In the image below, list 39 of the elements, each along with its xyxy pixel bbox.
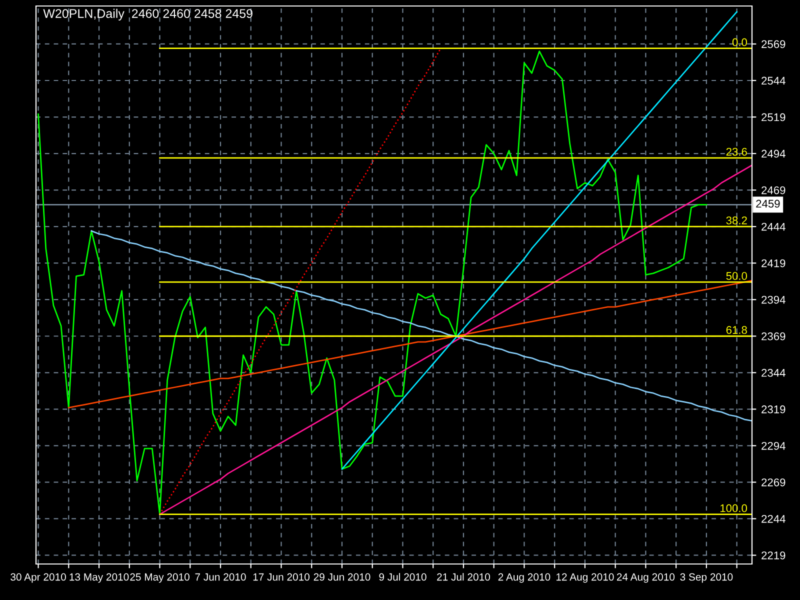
y-tick-label: 2369	[762, 332, 786, 340]
y-tick-label: 2244	[762, 514, 786, 523]
series-label: 0.0	[732, 38, 748, 46]
x-tick-label: 30 Apr 2010	[10, 573, 66, 583]
x-tick-label: 3 Sep 2010	[680, 573, 733, 583]
y-tick-label: 2319	[762, 405, 786, 414]
x-tick-label: 24 Aug 2010	[616, 573, 675, 583]
x-tick-label: 7 Jun 2010	[195, 573, 246, 581]
y-tick-label: 2219	[762, 552, 786, 560]
x-tick-label: 2 Aug 2010	[498, 573, 550, 583]
y-tick-label: 2269	[762, 478, 786, 486]
y-tick-label: 2444	[762, 222, 786, 231]
line-series	[159, 164, 752, 516]
series-label: 50.0	[726, 272, 748, 280]
x-tick-label: 12 Aug 2010	[556, 573, 614, 583]
x-tick-label: 13 May 2010	[70, 573, 129, 583]
x-tick-label: 17 Jun 2010	[253, 573, 310, 581]
y-tick-label: 2469	[762, 186, 786, 194]
y-tick-label: 2494	[762, 150, 786, 158]
y-tick-label: 2519	[762, 113, 786, 122]
y-tick-label: 2394	[762, 296, 786, 304]
y-tick-label: 2544	[762, 76, 786, 85]
ref-line-label: 2459	[756, 200, 780, 208]
line-series	[38, 50, 708, 516]
chart-title: W20PLN,Daily 2460 2460 2458 2459	[43, 8, 252, 20]
x-tick-label: 29 Jun 2010	[314, 573, 370, 581]
y-tick-label: 2294	[762, 442, 786, 450]
x-tick-label: 25 May 2010	[130, 573, 190, 583]
series-label: 38.2	[726, 216, 747, 224]
y-tick-label: 2344	[762, 368, 786, 377]
x-tick-label: 21 Jul 2010	[437, 573, 490, 581]
line-series	[159, 48, 442, 516]
series-label: 23.6	[726, 148, 747, 156]
line-series	[68, 280, 752, 408]
y-tick-label: 2419	[762, 259, 786, 268]
y-tick-label: 2569	[762, 40, 786, 48]
series-label: 61.8	[726, 326, 747, 334]
x-tick-label: 9 Jul 2010	[379, 573, 426, 581]
line-series	[90, 230, 752, 422]
